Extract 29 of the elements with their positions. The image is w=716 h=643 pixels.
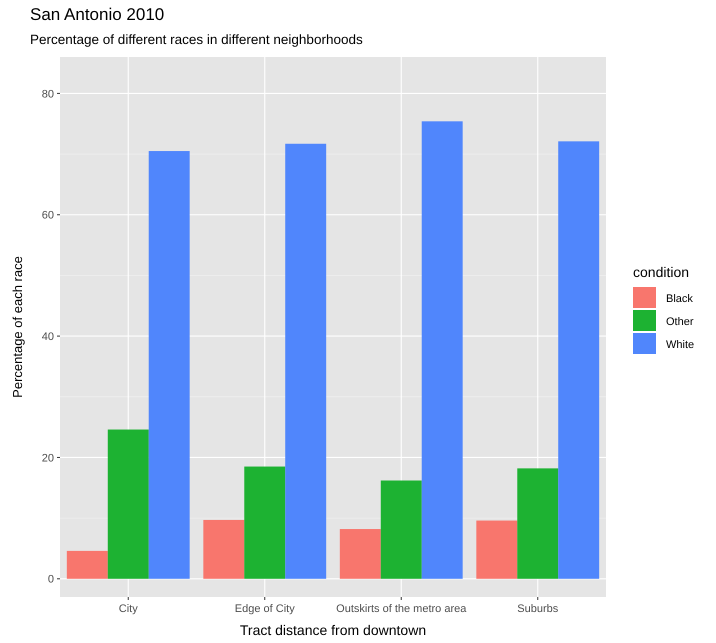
legend-label: Other	[666, 316, 694, 328]
bar	[380, 480, 422, 579]
bar	[148, 151, 190, 579]
bar	[422, 121, 463, 579]
x-tick-label: Edge of City	[234, 603, 296, 615]
bar	[108, 430, 149, 579]
legend-title: condition	[633, 264, 690, 280]
y-tick-label: 40	[42, 330, 54, 343]
chart-title: San Antonio 2010	[30, 5, 164, 24]
bar	[66, 550, 108, 579]
x-axis-title: Tract distance from downtown	[240, 622, 426, 638]
y-tick-label: 0	[48, 574, 54, 586]
bar	[285, 144, 326, 579]
bar	[476, 520, 518, 579]
x-tick-label: Outskirts of the metro area	[336, 603, 468, 615]
y-tick-label: 80	[42, 88, 54, 100]
y-tick-label: 60	[42, 210, 54, 222]
bar	[203, 520, 244, 579]
bar	[558, 141, 600, 579]
bar	[517, 468, 558, 579]
legend-label: Black	[666, 292, 694, 305]
bar	[340, 529, 381, 579]
bar	[244, 466, 286, 579]
chart-subtitle: Percentage of different races in different neighborhoods	[30, 32, 363, 47]
legend-label: White	[666, 338, 694, 351]
y-axis-title: Percentage of each race	[10, 256, 25, 398]
x-tick-label: Suburbs	[517, 603, 559, 615]
x-tick-label: City	[118, 603, 138, 615]
y-tick-label: 20	[42, 452, 54, 464]
